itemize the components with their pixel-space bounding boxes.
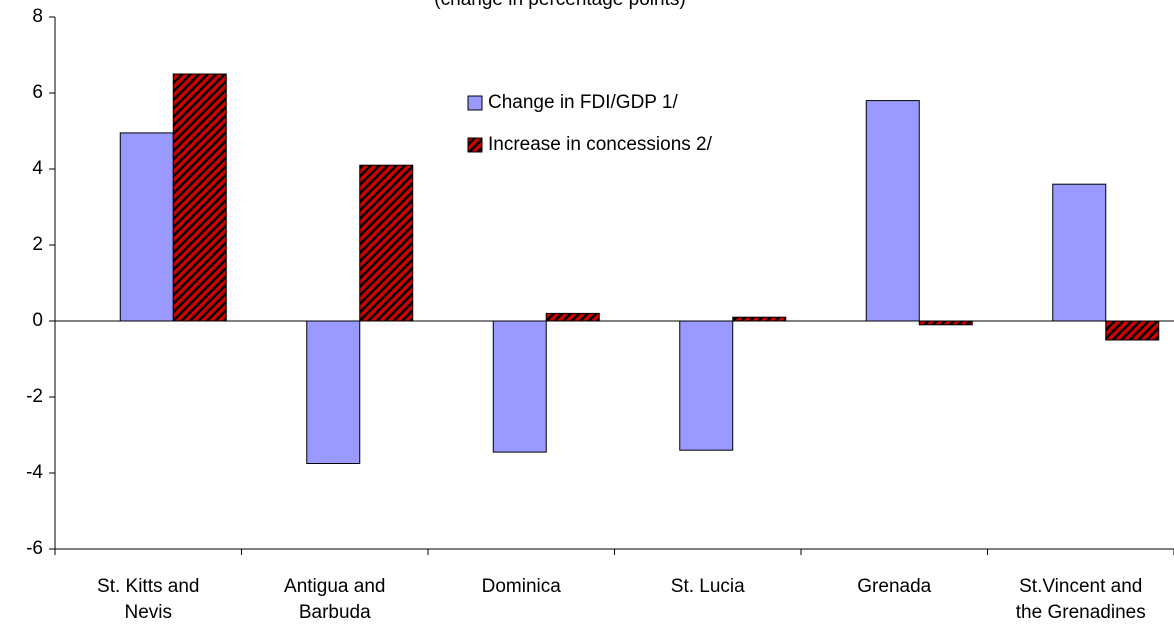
x-tick-label-line: Nevis (124, 602, 172, 623)
bar (679, 320, 734, 451)
bar (119, 132, 174, 322)
y-tick-label: 2 (32, 234, 43, 255)
y-tick-label: -4 (26, 462, 43, 483)
x-tick-label: St.Vincent and the Grenadines (1016, 576, 1146, 623)
x-tick-label: Grenada (857, 576, 931, 597)
x-tick-label-line: Antigua and (284, 576, 385, 597)
x-tick-label-line: Barbuda (299, 602, 371, 623)
x-tick-label-line: the Grenadines (1016, 602, 1146, 623)
bar (918, 320, 973, 326)
y-tick-label: -6 (26, 538, 43, 559)
bar (1105, 320, 1160, 341)
y-tick-label: 6 (32, 82, 43, 103)
legend-swatch (467, 95, 483, 111)
x-tick-label: St. Lucia (671, 576, 745, 597)
y-tick-label: -2 (26, 386, 43, 407)
bar (732, 316, 787, 322)
x-tick-label: St. Kitts and Nevis (97, 576, 199, 623)
legend-label: Increase in concessions 2/ (488, 134, 713, 155)
y-tick-label: 4 (32, 158, 43, 179)
bar (172, 73, 227, 322)
bar (306, 320, 361, 464)
y-tick-label: 0 (32, 310, 43, 331)
bar (865, 100, 920, 322)
y-tick-label: 8 (32, 6, 43, 27)
bar (545, 312, 600, 322)
x-tick-label: Antigua and Barbuda (284, 576, 385, 623)
bar (1052, 183, 1107, 322)
chart-subtitle: (change in percentage points) (434, 0, 685, 10)
x-tick-label-line: St.Vincent and (1019, 576, 1142, 597)
legend-label: Change in FDI/GDP 1/ (488, 92, 678, 113)
x-tick-label-line: St. Kitts and (97, 576, 199, 597)
x-tick-label: Dominica (482, 576, 562, 597)
bar (359, 164, 414, 322)
legend-swatch (467, 137, 483, 153)
bar (492, 320, 547, 453)
